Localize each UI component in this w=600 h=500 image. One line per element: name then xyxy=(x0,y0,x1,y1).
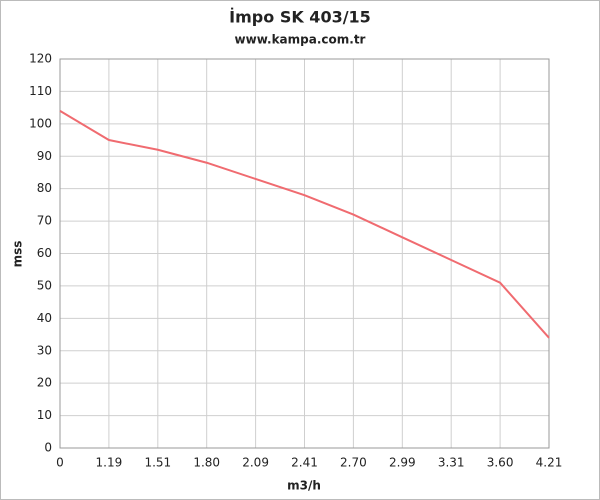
x-tick-label: 3.60 xyxy=(487,456,514,470)
x-tick-label: 4.21 xyxy=(536,456,563,470)
y-tick-label: 110 xyxy=(29,84,52,98)
y-tick-label: 0 xyxy=(44,441,52,455)
y-axis-label: mss xyxy=(11,241,25,268)
plot-border xyxy=(59,58,550,449)
x-tick-label: 2.70 xyxy=(340,456,367,470)
y-tick-label: 80 xyxy=(37,181,52,195)
y-tick-label: 50 xyxy=(37,278,52,292)
y-tick-label: 30 xyxy=(37,343,52,357)
x-tick-label: 1.19 xyxy=(96,456,123,470)
x-tick-label: 2.09 xyxy=(242,456,269,470)
y-tick-label: 120 xyxy=(29,52,52,66)
x-tick-label: 2.41 xyxy=(291,456,318,470)
y-tick-label: 90 xyxy=(37,149,52,163)
line xyxy=(59,110,550,339)
chart-subtitle: www.kampa.com.tr xyxy=(235,33,366,47)
x-axis-label: m3/h xyxy=(287,479,321,493)
chart-title: İmpo SK 403/15 xyxy=(229,8,371,27)
x-tick-label: 2.99 xyxy=(389,456,416,470)
y-tick-label: 100 xyxy=(29,116,52,130)
y-tick-label: 60 xyxy=(37,246,52,260)
x-tick-label: 3.31 xyxy=(438,456,465,470)
y-tick-label: 70 xyxy=(37,214,52,228)
x-tick-label: 1.51 xyxy=(144,456,171,470)
y-tick-label: 10 xyxy=(37,408,52,422)
y-tick-label: 40 xyxy=(37,311,52,325)
x-tick-label: 0 xyxy=(56,456,64,470)
x-tick-label: 1.80 xyxy=(193,456,220,470)
y-tick-label: 20 xyxy=(37,376,52,390)
